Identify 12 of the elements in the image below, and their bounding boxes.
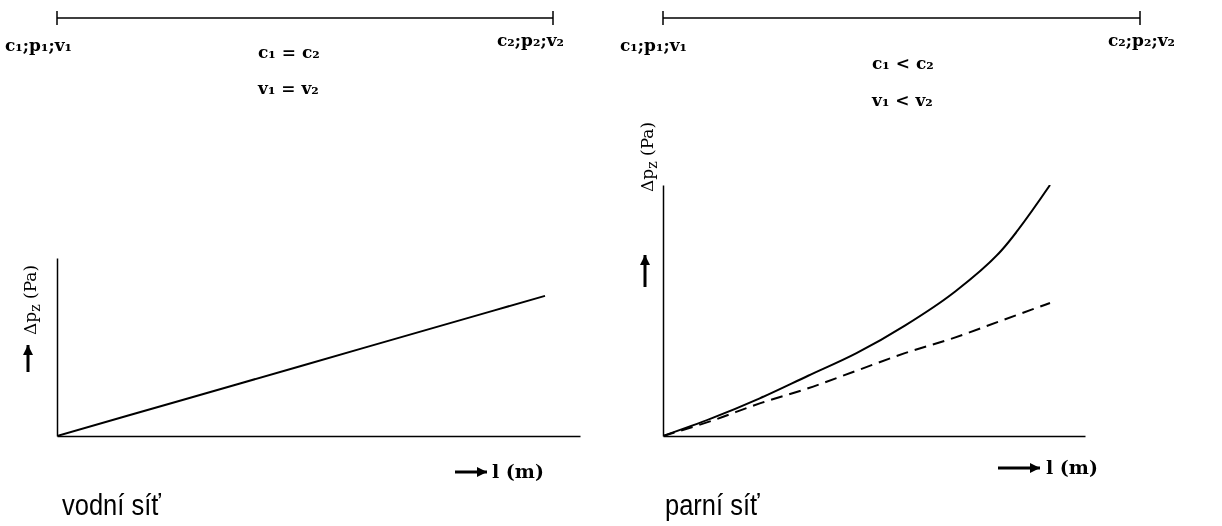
text: c₂;p₂;v₂ (1108, 30, 1176, 50)
text: v₁ = v₂ (258, 78, 319, 98)
text: c₁;p₁;v₁ (620, 35, 688, 55)
text: c₂;p₂;v₂ (497, 30, 565, 50)
x-axis-title: l (m) (1046, 456, 1098, 478)
text: c₁;p₁;v₁ (5, 35, 73, 55)
text: v₁ < v₂ (872, 90, 933, 110)
text: c₁ < c₂ (872, 53, 934, 73)
text: c₁ = c₂ (258, 42, 320, 62)
x-axis-title: l (m) (492, 460, 544, 482)
text: vodní síť (62, 488, 161, 522)
text: parní síť (665, 488, 760, 522)
